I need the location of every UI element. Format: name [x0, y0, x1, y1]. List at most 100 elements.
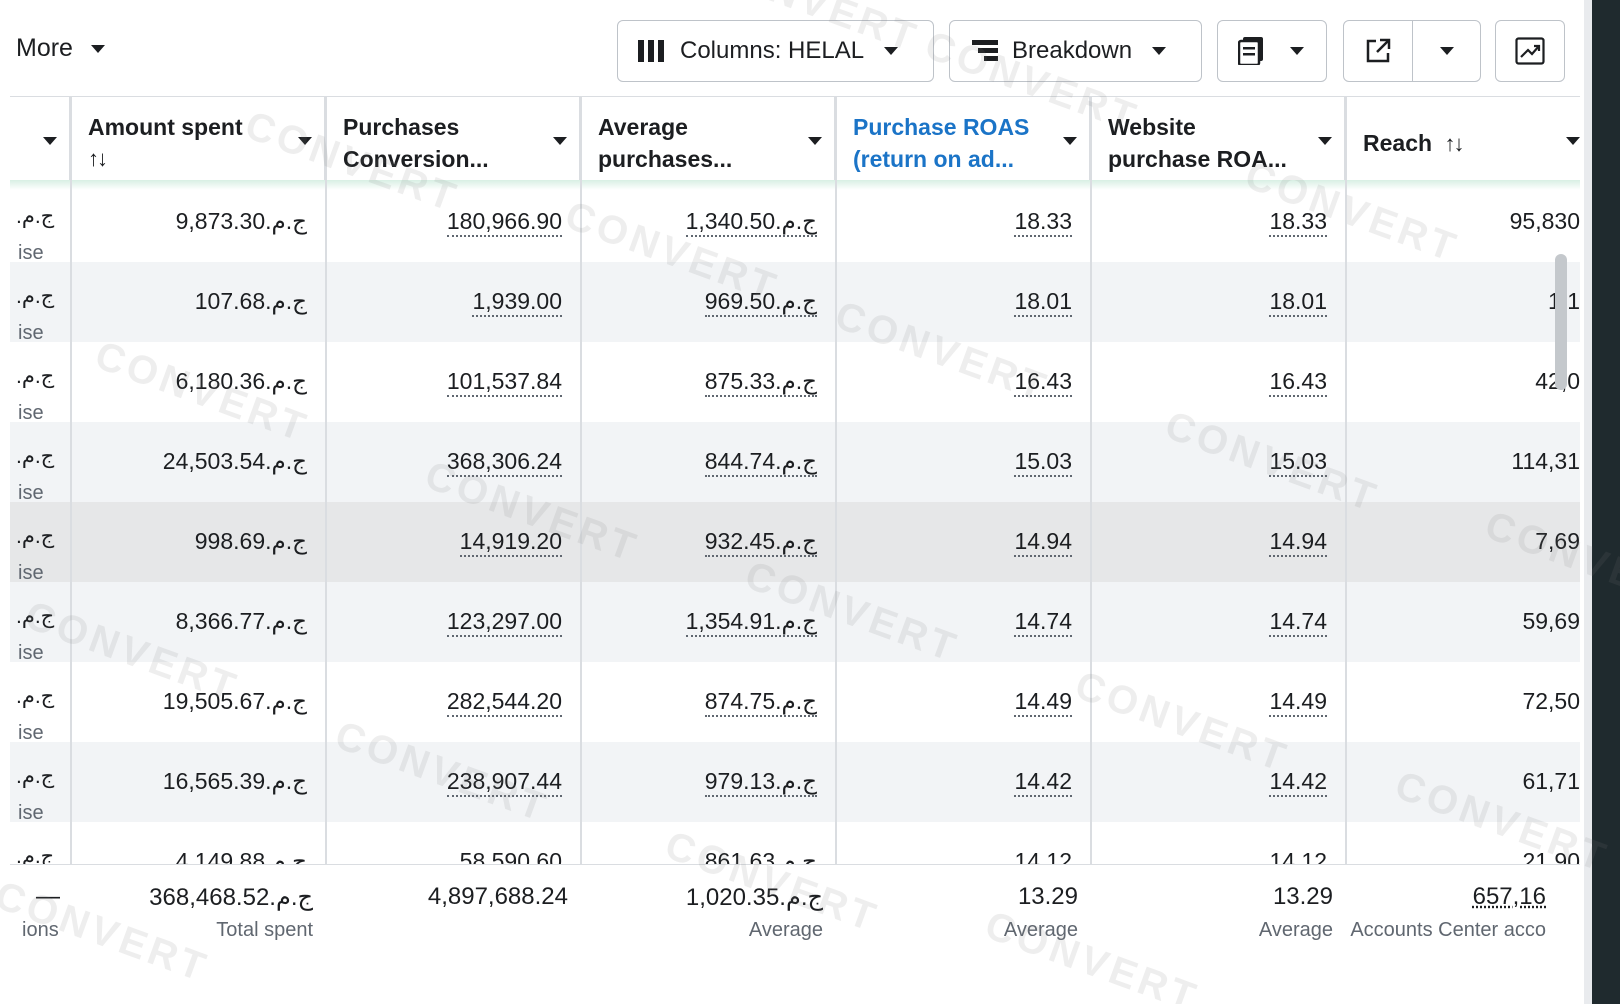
more-button[interactable]: More — [16, 34, 105, 63]
summary-cell-purchase-roas: 13.29 Average — [835, 865, 1090, 1000]
column-header-purchases-conversion[interactable]: Purchases Conversion... — [325, 97, 580, 183]
purchases-conversion-value[interactable]: 123,297.00 — [446, 608, 562, 637]
breakdown-button[interactable]: Breakdown — [949, 20, 1202, 82]
reports-button[interactable] — [1217, 20, 1327, 82]
website-roas-value[interactable]: 14.94 — [1269, 528, 1327, 557]
table-row[interactable]: .ج.م ise 107.68.ج.م 1,939.00 969.50.ج.م 18.01… — [10, 262, 1580, 344]
average-purchases-cell: 861.63.ج.م — [580, 822, 835, 864]
purchases-conversion-value[interactable]: 58,590.60 — [459, 848, 562, 864]
table-row[interactable]: .ج.م 4,149.88.ج.م 58,590.60 861.63.ج.م 14.12… — [10, 822, 1580, 864]
reach-value: 7,69 — [1535, 528, 1580, 554]
chevron-down-icon — [90, 44, 105, 53]
table-summary-row: — ions 368,468.52.ج.م Total spent 4,897,… — [10, 864, 1580, 1000]
website-roas-value[interactable]: 14.12 — [1269, 848, 1327, 864]
purchase-roas-value[interactable]: 14.94 — [1014, 528, 1072, 557]
purchases-conversion-cell: 180,966.90 — [325, 182, 580, 262]
chevron-down-icon — [1152, 47, 1167, 55]
chevron-down-icon — [1439, 47, 1454, 55]
summary-value: — — [36, 883, 60, 910]
purchase-roas-value[interactable]: 14.42 — [1014, 768, 1072, 797]
website-roas-cell: 18.01 — [1090, 262, 1345, 342]
toolbar: More Columns: HELAL Breakdown — [0, 0, 1590, 96]
reach-value: 72,50 — [1522, 688, 1580, 714]
purchase-roas-value[interactable]: 14.49 — [1014, 688, 1072, 717]
columns-button[interactable]: Columns: HELAL — [617, 20, 934, 82]
purchase-roas-value[interactable]: 15.03 — [1014, 448, 1072, 477]
purchase-roas-value[interactable]: 18.01 — [1014, 288, 1072, 317]
column-header-reach[interactable]: Reach ↑↓ — [1345, 97, 1580, 183]
purchase-roas-value[interactable]: 14.12 — [1014, 848, 1072, 864]
reach-cell: 61,71 — [1345, 742, 1580, 822]
table-row[interactable]: .ج.م ise 24,503.54.ج.م 368,306.24 844.74.ج.م… — [10, 422, 1580, 504]
average-purchases-value[interactable]: 979.13.ج.م — [704, 768, 817, 797]
purchases-conversion-value[interactable]: 238,907.44 — [446, 768, 562, 797]
website-roas-value[interactable]: 18.01 — [1269, 288, 1327, 317]
column-header-purchase-roas[interactable]: Purchase ROAS (return on ad... — [835, 97, 1090, 183]
purchases-conversion-value[interactable]: 1,939.00 — [472, 288, 562, 317]
more-label: More — [16, 34, 73, 62]
column-divider — [835, 96, 837, 1000]
vertical-scrollbar[interactable] — [1555, 254, 1567, 390]
name-cell-currency: .ج.م — [16, 365, 55, 388]
average-purchases-value[interactable]: 969.50.ج.م — [704, 288, 817, 317]
chart-button[interactable] — [1495, 20, 1565, 82]
website-roas-value[interactable]: 14.49 — [1269, 688, 1327, 717]
purchase-roas-value[interactable]: 14.74 — [1014, 608, 1072, 637]
website-roas-value[interactable]: 15.03 — [1269, 448, 1327, 477]
sort-icon[interactable]: ↑↓ — [88, 146, 108, 171]
sort-icon[interactable]: ↑↓ — [1444, 131, 1464, 156]
name-cell-currency: .ج.م — [16, 445, 55, 468]
summary-label: ions — [22, 919, 59, 941]
amount-spent-cell: 4,149.88.ج.م — [70, 822, 325, 864]
average-purchases-cell: 875.33.ج.م — [580, 342, 835, 422]
average-purchases-value[interactable]: 1,354.91.ج.م — [685, 608, 817, 637]
name-cell: .ج.م ise — [10, 422, 70, 504]
chevron-down-icon — [1318, 137, 1332, 145]
purchases-conversion-value[interactable]: 101,537.84 — [446, 368, 562, 397]
average-purchases-value[interactable]: 874.75.ج.م — [704, 688, 817, 717]
purchases-conversion-value[interactable]: 14,919.20 — [459, 528, 562, 557]
table-row[interactable]: .ج.م ise 9,873.30.ج.م 180,966.90 1,340.50.ج.… — [10, 182, 1580, 264]
average-purchases-value[interactable]: 875.33.ج.م — [704, 368, 817, 397]
chevron-down-icon — [808, 137, 822, 145]
column-header-website-purchase-roas[interactable]: Website purchase ROA... — [1090, 97, 1345, 183]
website-roas-value[interactable]: 18.33 — [1269, 208, 1327, 237]
table-row[interactable]: .ج.م ise 19,505.67.ج.م 282,544.20 874.75.ج.م… — [10, 662, 1580, 744]
summary-value[interactable]: 657,16 — [1472, 883, 1546, 910]
average-purchases-value[interactable]: 932.45.ج.م — [704, 528, 817, 557]
purchases-conversion-value[interactable]: 282,544.20 — [446, 688, 562, 717]
table-row[interactable]: .ج.م ise 998.69.ج.م 14,919.20 932.45.ج.م 14.9… — [10, 502, 1580, 584]
website-roas-cell: 14.94 — [1090, 502, 1345, 582]
columns-label: Columns: HELAL — [680, 37, 865, 64]
amount-spent-cell: 107.68.ج.م — [70, 262, 325, 342]
purchases-conversion-value[interactable]: 368,306.24 — [446, 448, 562, 477]
purchase-roas-value[interactable]: 18.33 — [1014, 208, 1072, 237]
summary-value: 4,897,688.24 — [427, 883, 568, 910]
table-row[interactable]: .ج.م ise 8,366.77.ج.م 123,297.00 1,354.91.ج.… — [10, 582, 1580, 664]
name-cell: .ج.م ise — [10, 262, 70, 344]
website-roas-value[interactable]: 16.43 — [1269, 368, 1327, 397]
average-purchases-cell: 932.45.ج.م — [580, 502, 835, 582]
name-cell-currency: .ج.م — [16, 205, 55, 228]
average-purchases-value[interactable]: 1,340.50.ج.م — [685, 208, 817, 237]
average-purchases-value[interactable]: 861.63.ج.م — [704, 848, 817, 864]
purchase-roas-value[interactable]: 16.43 — [1014, 368, 1072, 397]
column-header-average-purchases[interactable]: Average purchases... — [580, 97, 835, 183]
breakdown-icon — [972, 40, 998, 62]
column-header-name[interactable] — [10, 97, 70, 183]
amount-spent-value: 6,180.36.ج.م — [175, 368, 307, 394]
table-row[interactable]: .ج.م ise 16,565.39.ج.م 238,907.44 979.13.ج.م… — [10, 742, 1580, 824]
export-button[interactable] — [1344, 21, 1412, 81]
column-header-amount-spent[interactable]: Amount spent ↑↓ — [70, 97, 325, 183]
summary-cell-reach: 657,16 Accounts Center acco — [1345, 865, 1580, 1000]
name-cell-sub: ise — [18, 562, 44, 584]
name-cell-currency: .ج.م — [16, 765, 55, 788]
export-dropdown-button[interactable] — [1412, 21, 1480, 81]
purchases-conversion-value[interactable]: 180,966.90 — [446, 208, 562, 237]
purchases-conversion-cell: 1,939.00 — [325, 262, 580, 342]
summary-label: Total spent — [216, 919, 313, 941]
average-purchases-value[interactable]: 844.74.ج.م — [704, 448, 817, 477]
reach-cell: 21,90 — [1345, 822, 1580, 864]
website-roas-value[interactable]: 14.42 — [1269, 768, 1327, 797]
website-roas-value[interactable]: 14.74 — [1269, 608, 1327, 637]
